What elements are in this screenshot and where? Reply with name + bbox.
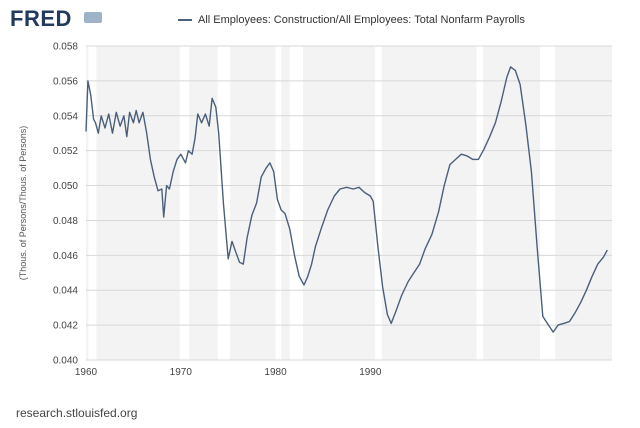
recession-band-5	[375, 46, 382, 360]
recession-band-6	[476, 46, 484, 360]
y-axis-ticks: 0.040 0.042 0.044 0.046 0.048 0.050 0.052 0.054…	[53, 42, 78, 367]
x-tick-label: 1990	[359, 367, 382, 378]
y-tick-label: 0.046	[53, 251, 78, 262]
series-line	[85, 66, 608, 333]
recession-bands	[88, 46, 556, 360]
x-tick-label: 1960	[75, 367, 98, 378]
chart-legend: All Employees: Construction/All Employee…	[178, 14, 525, 26]
x-tick-label: 1970	[170, 367, 193, 378]
x-axis-ticks: 1960 1970 1980 1990	[75, 367, 382, 378]
plot-background	[86, 46, 612, 360]
recession-band-7	[539, 46, 556, 360]
y-tick-label: 0.058	[53, 42, 78, 53]
recession-band-4	[289, 46, 304, 360]
recession-band-0	[88, 46, 97, 360]
legend-swatch	[178, 19, 192, 21]
y-tick-label: 0.052	[53, 146, 78, 157]
y-tick-label: 0.054	[53, 111, 78, 122]
y-tick-label: 0.042	[53, 321, 78, 332]
y-tick-label: 0.056	[53, 76, 78, 87]
chart-line-icon	[84, 12, 102, 23]
fred-logo[interactable]: FRED	[10, 6, 72, 31]
source-link[interactable]: research.stlouisfed.org	[16, 406, 138, 420]
y-tick-label: 0.044	[53, 286, 78, 297]
x-tick-label: 1980	[264, 367, 287, 378]
y-tick-label: 0.050	[53, 181, 78, 192]
y-tick-label: 0.048	[53, 216, 78, 227]
legend-series-label: All Employees: Construction/All Employee…	[198, 14, 525, 26]
recession-band-1	[179, 46, 190, 360]
y-tick-label: 0.040	[53, 356, 78, 367]
y-axis-label: (Thous. of Persons/Thous. of Persons)	[18, 126, 28, 281]
